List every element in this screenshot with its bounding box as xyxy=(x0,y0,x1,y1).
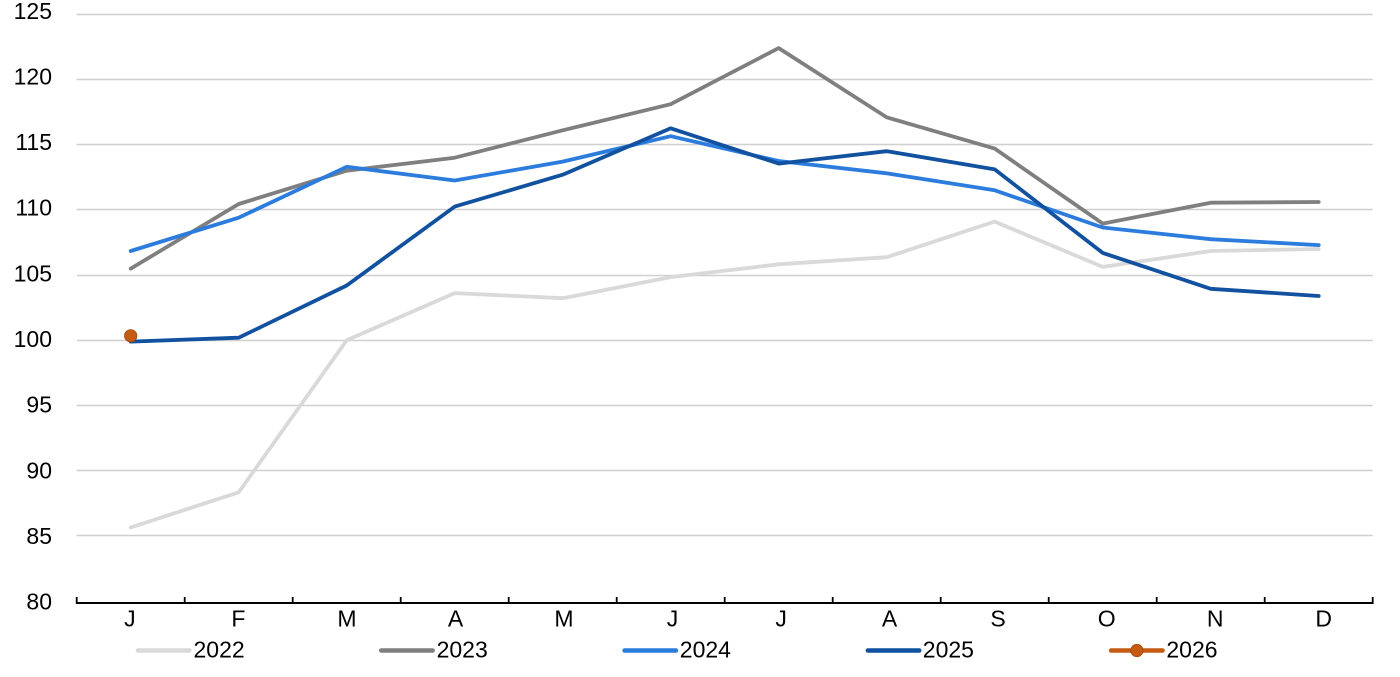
svg-text:95: 95 xyxy=(26,392,52,418)
svg-text:J: J xyxy=(124,605,136,631)
svg-text:2025: 2025 xyxy=(923,637,974,663)
svg-text:O: O xyxy=(1098,605,1116,631)
svg-text:2023: 2023 xyxy=(437,637,488,663)
svg-text:2024: 2024 xyxy=(680,637,731,663)
svg-text:2026: 2026 xyxy=(1166,637,1217,663)
svg-text:90: 90 xyxy=(26,457,52,483)
svg-text:A: A xyxy=(448,605,464,631)
svg-text:110: 110 xyxy=(15,195,52,221)
svg-text:80: 80 xyxy=(26,589,52,615)
svg-text:F: F xyxy=(231,605,245,631)
svg-text:120: 120 xyxy=(14,63,52,89)
svg-text:J: J xyxy=(667,605,679,631)
svg-text:125: 125 xyxy=(14,0,52,24)
svg-text:D: D xyxy=(1315,605,1332,631)
svg-text:100: 100 xyxy=(14,326,52,352)
svg-text:105: 105 xyxy=(14,260,52,286)
svg-text:2022: 2022 xyxy=(194,637,245,663)
svg-text:115: 115 xyxy=(15,129,52,155)
svg-text:N: N xyxy=(1207,605,1224,631)
svg-text:A: A xyxy=(882,605,898,631)
svg-text:M: M xyxy=(554,605,573,631)
svg-text:J: J xyxy=(775,605,787,631)
svg-text:S: S xyxy=(990,605,1005,631)
svg-text:M: M xyxy=(337,605,356,631)
svg-text:85: 85 xyxy=(26,523,52,549)
